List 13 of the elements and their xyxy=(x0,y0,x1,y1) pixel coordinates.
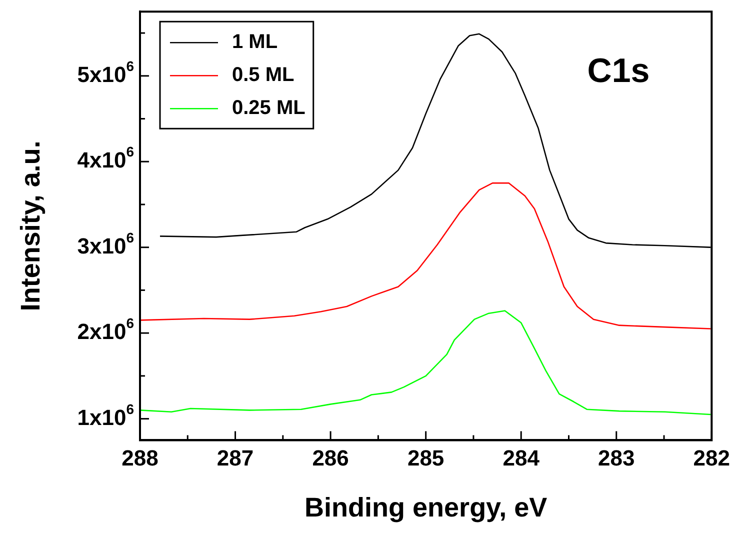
x-tick-label: 287 xyxy=(216,445,254,470)
x-axis-title: Binding energy, eV xyxy=(304,492,548,522)
annotation: C1s xyxy=(587,52,650,90)
y-axis-title: Intensity, a.u. xyxy=(16,140,46,312)
x-tick-label: 286 xyxy=(312,445,349,470)
x-tick-label: 283 xyxy=(598,445,635,470)
x-tick-label: 284 xyxy=(502,445,540,470)
x-tick-label: 288 xyxy=(122,445,158,470)
legend-label: 1 ML xyxy=(232,31,278,54)
legend-label: 0.5 ML xyxy=(232,64,294,86)
x-tick-label: 282 xyxy=(693,445,730,470)
x-tick-label: 285 xyxy=(407,445,444,470)
legend-label: 0.25 ML xyxy=(232,97,306,120)
